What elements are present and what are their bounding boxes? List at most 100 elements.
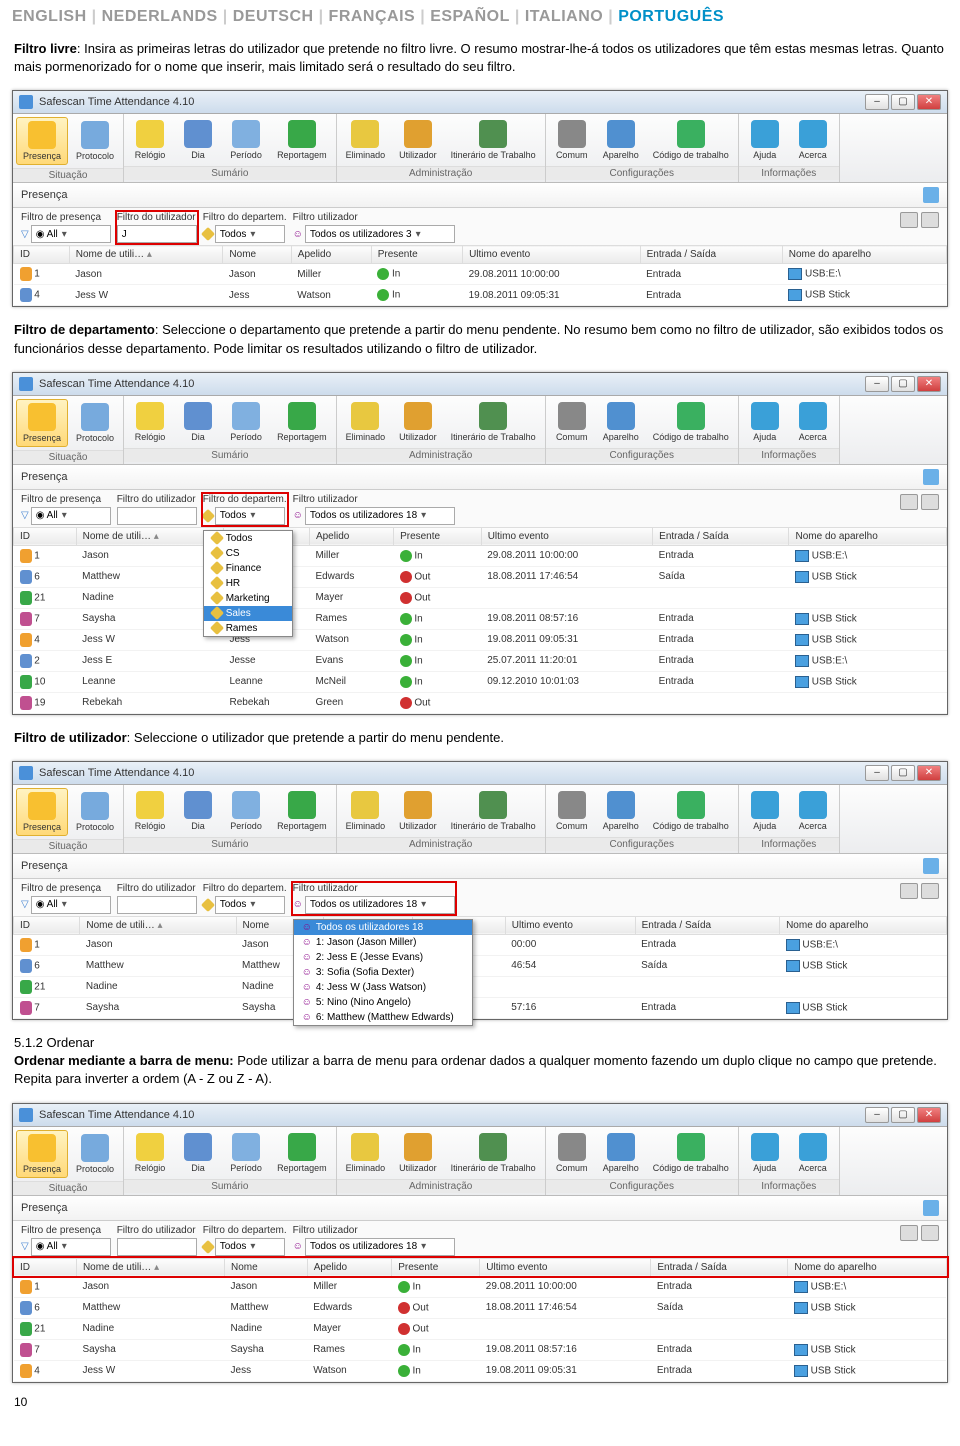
col-header[interactable]: Nome do aparelho bbox=[782, 246, 946, 264]
col-header[interactable]: Nome de utili… bbox=[76, 1258, 224, 1276]
table-row[interactable]: 1 JasonJasonMiller In 29.08.2011 10:00:0… bbox=[14, 1276, 948, 1297]
tbtn-dia[interactable]: Dia bbox=[175, 399, 221, 445]
tbtn-protocolo[interactable]: Protocolo bbox=[70, 788, 120, 836]
tbtn-código de trabalho[interactable]: Código de trabalho bbox=[647, 788, 735, 834]
table-row[interactable]: 6 MatthewMatthewEdwards 46:54Saída USB S… bbox=[14, 955, 947, 976]
userfilter-dropdown-list[interactable]: ☺Todos os utilizadores 18☺1: Jason (Jaso… bbox=[293, 919, 473, 1026]
tbtn-itinerário de trabalho[interactable]: Itinerário de Trabalho bbox=[445, 399, 542, 445]
col-header[interactable]: Presente bbox=[392, 1258, 480, 1276]
dept-option[interactable]: Todos bbox=[204, 531, 292, 546]
tbtn-relógio[interactable]: Relógio bbox=[127, 1130, 173, 1176]
tbtn-período[interactable]: Período bbox=[223, 788, 269, 834]
print-icons[interactable] bbox=[897, 494, 939, 525]
userfilter-dropdown[interactable]: Todos os utilizadores 18 bbox=[305, 507, 455, 525]
dept-option[interactable]: HR bbox=[204, 576, 292, 591]
tbtn-reportagem[interactable]: Reportagem bbox=[271, 1130, 333, 1176]
dept-option[interactable]: CS bbox=[204, 546, 292, 561]
col-header[interactable]: Nome do aparelho bbox=[789, 527, 947, 545]
minimize-button[interactable]: – bbox=[865, 765, 889, 781]
close-button[interactable]: ✕ bbox=[917, 94, 941, 110]
tbtn-protocolo[interactable]: Protocolo bbox=[70, 399, 120, 447]
tbtn-acerca[interactable]: Acerca bbox=[790, 399, 836, 445]
tbtn-comum[interactable]: Comum bbox=[549, 117, 595, 163]
tbtn-ajuda[interactable]: Ajuda bbox=[742, 117, 788, 163]
tbtn-aparelho[interactable]: Aparelho bbox=[597, 399, 645, 445]
tbtn-relógio[interactable]: Relógio bbox=[127, 399, 173, 445]
table-row[interactable]: 1 JasonJasonMiller In 29.08.2011 10:00:0… bbox=[14, 264, 947, 285]
minimize-button[interactable]: – bbox=[865, 376, 889, 392]
tbtn-aparelho[interactable]: Aparelho bbox=[597, 788, 645, 834]
col-header[interactable]: Apelido bbox=[309, 527, 393, 545]
col-header[interactable]: ID bbox=[14, 527, 77, 545]
col-header[interactable]: Nome de utili… bbox=[80, 916, 236, 934]
col-header[interactable]: Ultimo evento bbox=[480, 1258, 651, 1276]
presence-filter[interactable]: ◉ All bbox=[31, 896, 111, 914]
col-header[interactable]: Presente bbox=[371, 246, 462, 264]
tbtn-presença[interactable]: Presença bbox=[16, 399, 68, 447]
user-option[interactable]: ☺3: Sofia (Sofia Dexter) bbox=[294, 965, 472, 980]
tbtn-dia[interactable]: Dia bbox=[175, 788, 221, 834]
col-header[interactable]: Nome bbox=[223, 246, 291, 264]
col-header[interactable]: Entrada / Saída bbox=[635, 916, 779, 934]
tbtn-aparelho[interactable]: Aparelho bbox=[597, 117, 645, 163]
col-header[interactable]: Nome de utili… bbox=[76, 527, 223, 545]
col-header[interactable]: Apelido bbox=[307, 1258, 392, 1276]
tbtn-período[interactable]: Período bbox=[223, 117, 269, 163]
tbtn-período[interactable]: Período bbox=[223, 1130, 269, 1176]
dept-option[interactable]: Sales bbox=[204, 606, 292, 621]
dept-dropdown-list[interactable]: TodosCSFinanceHRMarketingSalesRames bbox=[203, 530, 293, 637]
tbtn-utilizador[interactable]: Utilizador bbox=[393, 399, 443, 445]
tbtn-utilizador[interactable]: Utilizador bbox=[393, 117, 443, 163]
maximize-button[interactable]: ▢ bbox=[891, 376, 915, 392]
col-header[interactable]: Apelido bbox=[291, 246, 371, 264]
table-row[interactable]: 21 NadineNadineMayer Out bbox=[14, 587, 947, 608]
tbtn-eliminado[interactable]: Eliminado bbox=[340, 399, 392, 445]
close-button[interactable]: ✕ bbox=[917, 1107, 941, 1123]
tbtn-comum[interactable]: Comum bbox=[549, 399, 595, 445]
table-row[interactable]: 10 LeanneLeanneMcNeil In 09.12.2010 10:0… bbox=[14, 671, 947, 692]
table-row[interactable]: 4 Jess WJessWatson In 19.08.2011 09:05:3… bbox=[14, 1360, 948, 1381]
col-header[interactable]: Entrada / Saída bbox=[653, 527, 789, 545]
tbtn-ajuda[interactable]: Ajuda bbox=[742, 788, 788, 834]
tbtn-comum[interactable]: Comum bbox=[549, 1130, 595, 1176]
maximize-button[interactable]: ▢ bbox=[891, 94, 915, 110]
tbtn-código de trabalho[interactable]: Código de trabalho bbox=[647, 1130, 735, 1176]
tbtn-reportagem[interactable]: Reportagem bbox=[271, 788, 333, 834]
presence-filter[interactable]: ◉ All bbox=[31, 225, 111, 243]
userfilter-dropdown[interactable]: Todos os utilizadores 18 bbox=[305, 1238, 455, 1256]
user-option[interactable]: ☺5: Nino (Nino Angelo) bbox=[294, 995, 472, 1010]
col-header[interactable]: Ultimo evento bbox=[505, 916, 635, 934]
tbtn-ajuda[interactable]: Ajuda bbox=[742, 399, 788, 445]
dept-option[interactable]: Marketing bbox=[204, 591, 292, 606]
table-row[interactable]: 19 RebekahRebekahGreen Out bbox=[14, 692, 947, 713]
favorite-icon[interactable] bbox=[923, 1200, 939, 1216]
favorite-icon[interactable] bbox=[923, 469, 939, 485]
tbtn-dia[interactable]: Dia bbox=[175, 1130, 221, 1176]
user-text-filter[interactable]: J bbox=[117, 225, 197, 243]
userfilter-dropdown[interactable]: Todos os utilizadores 3 bbox=[305, 225, 455, 243]
tbtn-código de trabalho[interactable]: Código de trabalho bbox=[647, 399, 735, 445]
tbtn-reportagem[interactable]: Reportagem bbox=[271, 399, 333, 445]
user-option[interactable]: ☺Todos os utilizadores 18 bbox=[294, 920, 472, 935]
col-header[interactable]: Nome do aparelho bbox=[780, 916, 947, 934]
dept-filter[interactable]: Todos bbox=[215, 1238, 285, 1256]
userfilter-dropdown[interactable]: Todos os utilizadores 18 bbox=[305, 896, 455, 914]
user-text-filter[interactable] bbox=[117, 1238, 197, 1256]
dept-filter[interactable]: Todos bbox=[215, 507, 285, 525]
table-row[interactable]: 21 NadineNadineMayer Out bbox=[14, 1318, 948, 1339]
tbtn-utilizador[interactable]: Utilizador bbox=[393, 788, 443, 834]
tbtn-código de trabalho[interactable]: Código de trabalho bbox=[647, 117, 735, 163]
table-row[interactable]: 6 MatthewMatthewEdwards Out 18.08.2011 1… bbox=[14, 1297, 948, 1318]
table-row[interactable]: 4 Jess WJessWatson In 19.08.2011 09:05:3… bbox=[14, 285, 947, 306]
print-icons[interactable] bbox=[897, 883, 939, 914]
tbtn-itinerário de trabalho[interactable]: Itinerário de Trabalho bbox=[445, 117, 542, 163]
tbtn-comum[interactable]: Comum bbox=[549, 788, 595, 834]
table-row[interactable]: 7 SayshaSayshaRames In 19.08.2011 08:57:… bbox=[14, 1339, 948, 1360]
tbtn-eliminado[interactable]: Eliminado bbox=[340, 1130, 392, 1176]
favorite-icon[interactable] bbox=[923, 858, 939, 874]
tbtn-período[interactable]: Período bbox=[223, 399, 269, 445]
tbtn-protocolo[interactable]: Protocolo bbox=[70, 117, 120, 165]
tbtn-aparelho[interactable]: Aparelho bbox=[597, 1130, 645, 1176]
tbtn-reportagem[interactable]: Reportagem bbox=[271, 117, 333, 163]
user-text-filter[interactable] bbox=[117, 896, 197, 914]
